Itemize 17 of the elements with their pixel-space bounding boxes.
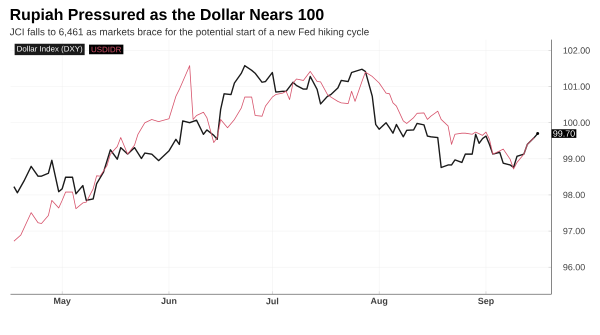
y-tick-label: 102.00 xyxy=(564,47,590,54)
y-tick-label: 98.00 xyxy=(563,192,585,198)
line-series xyxy=(14,65,535,242)
chart-subtitle: JCI falls to 6,461 as markets brace for the potential start of a new Fed hiking cycle xyxy=(10,28,369,38)
x-tick-label: Jun xyxy=(161,298,176,304)
x-tick-label: Jul xyxy=(266,298,278,304)
y-tick-label: 96.00 xyxy=(563,264,585,270)
x-tick-label: Aug xyxy=(370,298,388,306)
x-tick-label: May xyxy=(54,298,71,306)
y-tick-label: 101.00 xyxy=(564,83,590,90)
y-tick-label: 97.00 xyxy=(563,228,585,234)
x-tick-label: Sep xyxy=(478,298,494,306)
y-tick-label: 100.00 xyxy=(564,120,590,126)
y-tick-label: 99.00 xyxy=(563,156,585,162)
line-series xyxy=(13,64,540,202)
chart-title: Rupiah Pressured as the Dollar Nears 100 xyxy=(10,8,324,24)
annotation: 99.70 xyxy=(553,130,575,137)
